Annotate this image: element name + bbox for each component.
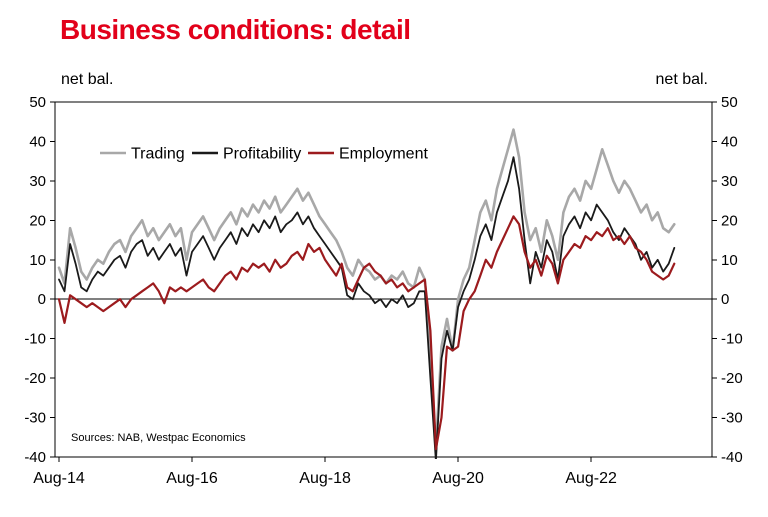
x-tick-label: Aug-14 bbox=[33, 470, 85, 487]
x-tick-label: Aug-18 bbox=[299, 470, 351, 487]
legend-label-employment: Employment bbox=[339, 146, 428, 163]
x-tick-label: Aug-20 bbox=[432, 470, 484, 487]
y-tick-label-right: -40 bbox=[721, 449, 743, 466]
y-tick-label-left: 30 bbox=[29, 173, 46, 190]
series-line-trading bbox=[57, 128, 676, 451]
y-tick-label-right: 0 bbox=[721, 291, 729, 308]
y-tick-label-right: 20 bbox=[721, 212, 738, 229]
y-tick-label-left: -30 bbox=[24, 410, 46, 427]
y-tick-label-right: 30 bbox=[721, 173, 738, 190]
y-tick-label-left: -40 bbox=[24, 449, 46, 466]
y-tick-label-right: 40 bbox=[721, 133, 738, 150]
legend-label-profitability: Profitability bbox=[223, 146, 301, 163]
y-tick-label-right: -30 bbox=[721, 410, 743, 427]
series-line-profitability bbox=[58, 156, 676, 459]
y-tick-label-left: -20 bbox=[24, 370, 46, 387]
source-note: Sources: NAB, Westpac Economics bbox=[71, 432, 246, 444]
legend-label-trading: Trading bbox=[131, 146, 185, 163]
x-tick-label: Aug-16 bbox=[166, 470, 218, 487]
y-tick-label-right: 10 bbox=[721, 252, 738, 269]
chart-svg: 50 50 40 40 30 30 20 20 10 10 0 0 -10 -10 -20 -20 -30 -30… bbox=[24, 71, 743, 487]
chart-title: Business conditions: detail bbox=[60, 14, 411, 45]
y-tick-label-right: -10 bbox=[721, 331, 743, 348]
y-axis-unit-label-left: net bal. bbox=[61, 71, 113, 88]
page: Business conditions: detail 50 50 40 40 30 30… bbox=[0, 14, 768, 517]
y-tick-label-left: 40 bbox=[29, 133, 46, 150]
series-line-employment bbox=[57, 215, 676, 451]
y-tick-label-right: 50 bbox=[721, 94, 738, 111]
legend-item-profitability: Profitability bbox=[192, 146, 301, 163]
y-axis-unit-label-right: net bal. bbox=[656, 71, 708, 88]
y-tick-label-left: 20 bbox=[29, 212, 46, 229]
legend-item-employment: Employment bbox=[308, 146, 428, 163]
x-tick-label: Aug-22 bbox=[565, 470, 617, 487]
plot-frame bbox=[54, 101, 713, 458]
y-tick-label-left: -10 bbox=[24, 331, 46, 348]
y-tick-label-left: 50 bbox=[29, 94, 46, 111]
y-tick-label-left: 0 bbox=[38, 291, 46, 308]
y-tick-label-left: 10 bbox=[29, 252, 46, 269]
series-group bbox=[57, 128, 676, 459]
legend-item-trading: Trading bbox=[100, 146, 185, 163]
chart: 50 50 40 40 30 30 20 20 10 10 0 0 -10 -10 -20 -20 -30 -30… bbox=[0, 52, 768, 507]
y-tick-label-right: -20 bbox=[721, 370, 743, 387]
